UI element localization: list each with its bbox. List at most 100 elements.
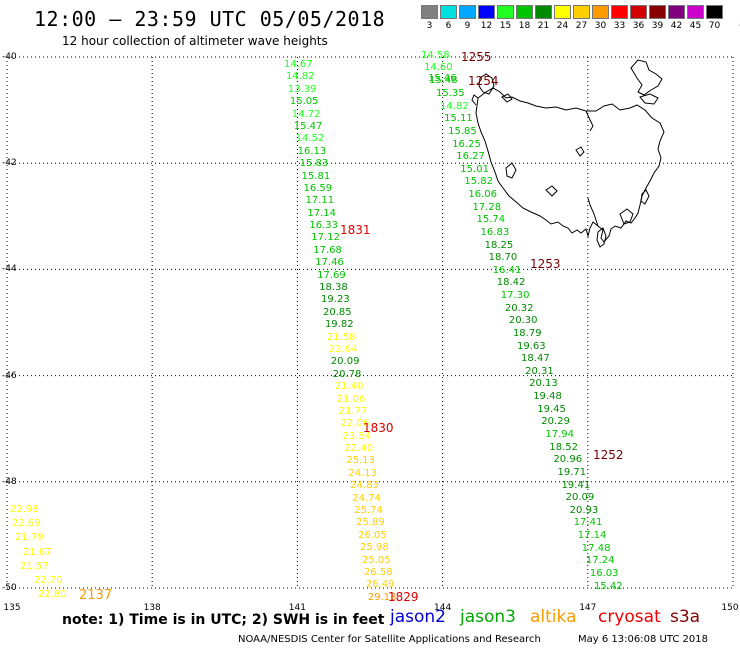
wave-value: 15.74 — [476, 214, 506, 226]
page-subtitle: 12 hour collection of altimeter wave hei… — [62, 34, 328, 48]
wave-value: 22.98 — [10, 504, 39, 515]
king-island — [478, 73, 495, 95]
lon-label: 141 — [288, 603, 306, 613]
wave-value: 15.42 — [593, 580, 623, 592]
scale-swatch-39 — [649, 5, 666, 19]
wave-value: 22.40 — [344, 443, 374, 455]
wave-value: 21.06 — [336, 393, 366, 405]
scale-swatch-15 — [497, 5, 514, 19]
lat-label: -42 — [2, 158, 17, 169]
wave-value: 25.05 — [362, 554, 391, 566]
lat-lon-grid — [6, 56, 734, 589]
scale-swatch-42 — [668, 5, 685, 19]
wave-value: 20.78 — [332, 368, 362, 380]
wave-value: 19.23 — [321, 294, 350, 306]
wave-value: 26.49 — [365, 579, 395, 591]
wave-value: 22.69 — [12, 518, 41, 530]
lon-label: 138 — [143, 603, 161, 613]
legend-jason2: jason2 — [390, 607, 446, 627]
wave-value: 17.68 — [313, 244, 342, 256]
scale-label-30: 30 — [594, 21, 607, 31]
wave-value: 15.35 — [436, 88, 465, 99]
lat-label: -46 — [2, 370, 17, 381]
pass-time-label: 1829 — [388, 590, 419, 604]
legend-s3a: s3a — [670, 607, 701, 627]
wave-value: 13.39 — [287, 83, 317, 95]
lat-label: -50 — [2, 583, 17, 593]
lon-label: 144 — [434, 603, 452, 613]
wave-value: 24.74 — [352, 492, 381, 504]
scale-swatch-21 — [535, 5, 552, 19]
wave-value: 19.71 — [557, 466, 587, 478]
legend-cryosat: cryosat — [598, 607, 661, 627]
wave-value: 20.31 — [525, 365, 554, 377]
wave-value: 17.28 — [472, 201, 502, 213]
scale-swatch-36 — [630, 5, 647, 19]
scale-swatch-27 — [573, 5, 590, 19]
scale-label-36: 36 — [632, 21, 645, 31]
lon-label: 150 — [721, 603, 739, 613]
pass-time-label: 1254 — [468, 74, 499, 88]
wave-value: 20.29 — [541, 416, 570, 428]
wave-value: 21.67 — [23, 546, 52, 558]
scale-label-33: 33 — [613, 21, 626, 31]
wave-value: 16.03 — [589, 567, 619, 579]
wave-value: 21.40 — [334, 381, 364, 393]
wave-value: 22.80 — [38, 589, 67, 601]
wave-value: 15.82 — [464, 176, 493, 188]
bruny-island — [596, 227, 607, 248]
legend-altika: altika — [530, 607, 577, 627]
wave-value: 21.79 — [15, 532, 44, 544]
wave-value: 19.63 — [517, 340, 546, 352]
scale-label-3: 3 — [426, 21, 433, 31]
wave-value: 25.98 — [360, 542, 389, 554]
three-hummock-island — [501, 93, 513, 103]
wave-value: 18.25 — [484, 239, 514, 251]
wave-value: 22.06 — [340, 418, 370, 430]
wave-value: 20.30 — [508, 315, 538, 327]
wave-value: 16.06 — [468, 189, 498, 201]
wave-value: 17.46 — [315, 257, 344, 269]
scale-label-45: 45 — [689, 21, 702, 31]
wave-value: 18.42 — [496, 277, 526, 289]
wave-value: 14.82 — [285, 71, 315, 83]
legend-jason3: jason3 — [460, 607, 516, 627]
wave-value: 18.47 — [521, 353, 550, 365]
wave-value: 26.05 — [358, 529, 387, 541]
wave-value: 15.81 — [301, 170, 331, 182]
lat-label: -48 — [2, 476, 17, 487]
wave-value: 16.41 — [492, 264, 522, 276]
wave-value: 21.77 — [338, 405, 368, 417]
pass-time-label: 1252 — [593, 448, 624, 462]
scale-label-39: 39 — [651, 21, 664, 31]
wave-value: 25.13 — [346, 455, 376, 467]
scale-swatch-18 — [516, 5, 533, 19]
wave-value: 22.64 — [328, 343, 358, 355]
scale-swatch-3 — [421, 5, 438, 19]
wave-value: 14.72 — [291, 108, 321, 120]
scale-label-18: 18 — [518, 21, 531, 31]
wave-value: 20.96 — [553, 454, 583, 466]
wave-value: 15.83 — [299, 158, 329, 170]
wave-value: 15.46 — [428, 73, 457, 84]
credit-text: NOAA/NESDIS Center for Satellite Applica… — [238, 634, 541, 645]
great-lake — [575, 146, 585, 157]
flinders-island — [630, 59, 663, 96]
wave-value: 15.47 — [293, 120, 323, 132]
wave-value: 18.79 — [512, 327, 542, 339]
scale-label-42: 42 — [670, 21, 683, 31]
wave-value: 17.12 — [311, 232, 340, 244]
scale-swatch-6 — [440, 5, 457, 19]
wave-value: 23.54 — [342, 430, 372, 442]
wave-value: 14.60 — [424, 62, 453, 73]
lon-label: 135 — [3, 603, 21, 613]
cape-barren-island — [639, 93, 659, 105]
wave-value: 24.13 — [348, 467, 377, 479]
wave-value: 29.13 — [367, 591, 397, 603]
wave-value: 17.94 — [545, 429, 574, 440]
wave-value: 25.74 — [354, 505, 383, 517]
wave-value: 16.59 — [303, 182, 333, 194]
scale-swatch-24 — [554, 5, 571, 19]
wave-value: 17.11 — [305, 195, 335, 207]
